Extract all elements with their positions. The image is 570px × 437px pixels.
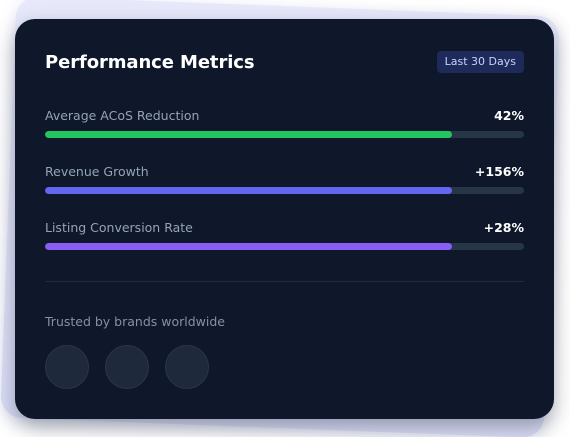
trusted-by-label: Trusted by brands worldwide [45,314,225,329]
metric-value: +156% [474,164,524,179]
metric-listing-conversion-rate: Listing Conversion Rate +28% [45,220,524,260]
metric-label: Listing Conversion Rate [45,220,193,235]
brand-logo-placeholder [45,345,89,389]
metric-acos-reduction: Average ACoS Reduction 42% [45,108,524,148]
progress-track [45,131,524,138]
progress-track [45,187,524,194]
divider [45,281,524,282]
metric-label: Revenue Growth [45,164,149,179]
metric-revenue-growth: Revenue Growth +156% [45,164,524,204]
performance-metrics-card: Performance Metrics Last 30 Days Average… [15,19,554,419]
progress-fill [45,243,453,250]
progress-track [45,243,524,250]
date-range-badge[interactable]: Last 30 Days [436,51,524,73]
metric-value: +28% [483,220,524,235]
progress-fill [45,131,453,138]
metric-label: Average ACoS Reduction [45,108,200,123]
progress-fill [45,187,453,194]
brand-logo-placeholder [165,345,209,389]
card-title: Performance Metrics [45,52,255,73]
metric-value: 42% [494,108,524,123]
brand-logo-placeholder [105,345,149,389]
